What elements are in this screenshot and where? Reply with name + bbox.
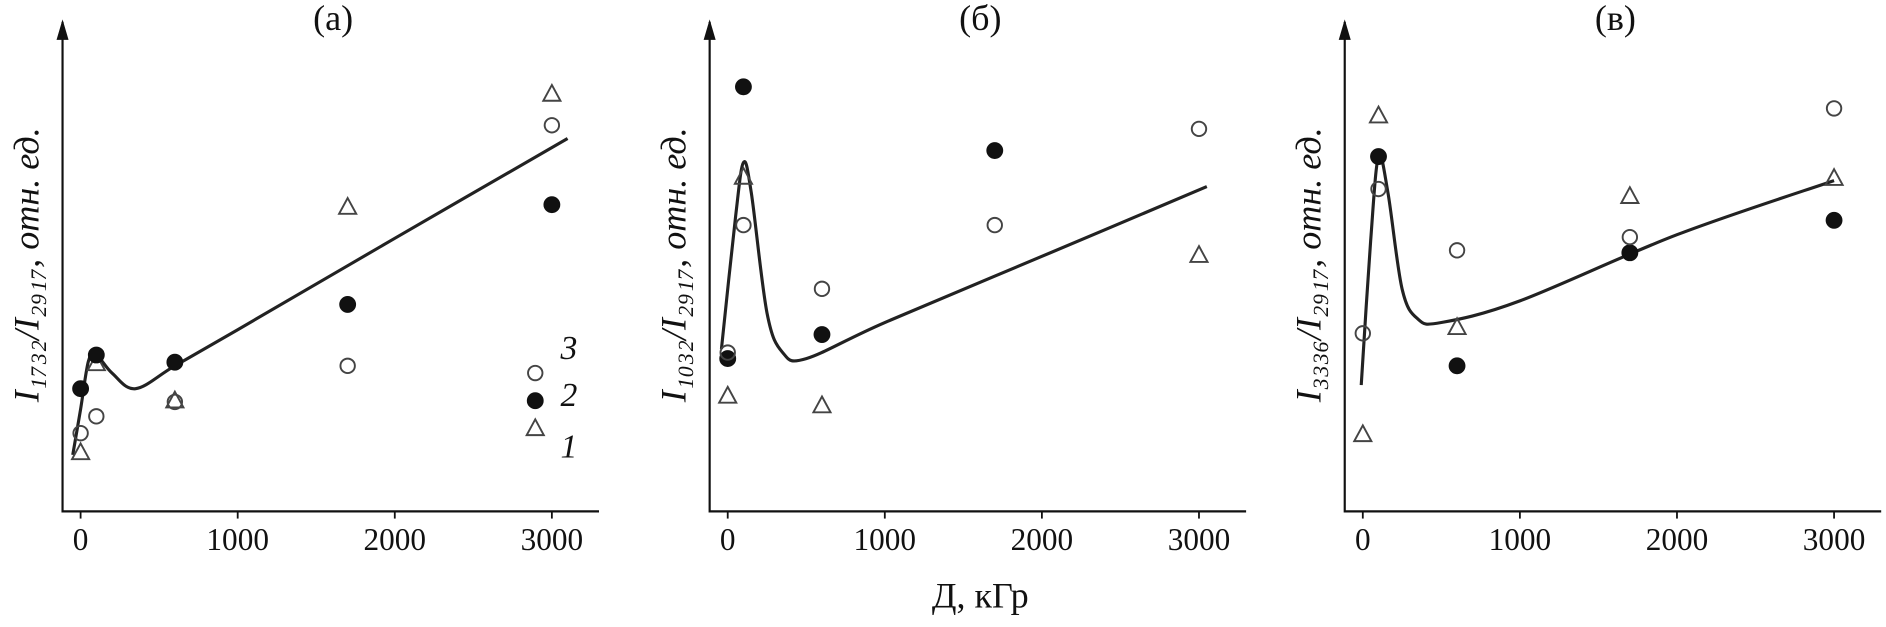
x-tick-label: 2000 [364, 522, 427, 557]
legend-label: 1 [561, 429, 578, 466]
panel-title: (в) [1595, 0, 1636, 38]
x-tick-label: 1000 [206, 522, 269, 557]
circle-marker [72, 425, 89, 442]
filled-circle-marker [166, 353, 184, 371]
circle-marker [735, 216, 752, 234]
circle-marker [543, 117, 561, 134]
circle-marker [719, 344, 736, 361]
filled-circle-marker [1370, 148, 1387, 165]
x-tick-label: 3000 [1803, 522, 1866, 557]
axes [708, 21, 1247, 513]
triangle-marker [717, 384, 738, 404]
circle-marker [527, 364, 544, 382]
triangle-marker [1446, 316, 1468, 336]
filled-circle-marker [1825, 211, 1843, 229]
y-axis-label: I₁₇₃₂/I₂₉₁₇, отн. ед. [6, 127, 46, 403]
panel-title: (б) [959, 0, 1001, 38]
x-tick-label: 3000 [1168, 522, 1231, 557]
circle-marker [1448, 242, 1466, 259]
triangle-marker [70, 441, 91, 461]
filled-circle-marker [719, 350, 737, 368]
panel-title: (a) [313, 0, 353, 38]
filled-circle-marker [813, 326, 831, 343]
filled-circle-marker [339, 296, 357, 313]
fit-curve [1359, 153, 1835, 386]
x-tick-label: 1000 [1489, 522, 1552, 557]
circle-marker [339, 357, 356, 375]
triangle-marker [1368, 104, 1389, 124]
circle-marker [986, 216, 1003, 234]
x-tick-label: 2000 [1011, 522, 1074, 557]
circle-marker [1354, 325, 1371, 342]
triangle-marker [525, 417, 546, 437]
x-tick-label: 3000 [521, 522, 584, 557]
fit-curve [71, 137, 569, 456]
y-axis-arrow [1338, 19, 1351, 40]
x-tick-label: 0 [73, 522, 89, 557]
triangle-marker [1823, 167, 1845, 186]
triangle-marker [337, 196, 358, 215]
circle-marker [1370, 180, 1387, 198]
circle-marker [1825, 100, 1843, 117]
triangle-marker [1619, 185, 1641, 204]
filled-circle-marker [1621, 244, 1639, 262]
legend-label: 2 [561, 377, 578, 414]
axes [1343, 21, 1882, 513]
y-axis-arrow [703, 19, 716, 40]
x-tick-label: 1000 [854, 522, 917, 557]
triangle-marker [541, 82, 563, 102]
x-tick-label: 0 [1355, 522, 1371, 557]
triangle-marker [164, 389, 186, 409]
triangle-marker [733, 165, 754, 185]
y-axis-label: I₃₃₃₆/I₂₉₁₇, отн. ед. [1289, 127, 1329, 403]
circle-marker [166, 393, 184, 411]
circle-marker [1621, 228, 1639, 246]
circle-marker [813, 280, 831, 298]
filled-circle-marker [986, 142, 1004, 159]
filled-circle-marker [72, 380, 90, 398]
fit-curve [719, 160, 1208, 363]
filled-circle-marker [735, 78, 752, 96]
y-axis-arrow [56, 19, 69, 40]
axes [61, 21, 599, 513]
triangle-marker [811, 394, 833, 414]
triangle-marker [1352, 423, 1373, 443]
legend-label: 3 [560, 330, 578, 367]
circle-marker [88, 408, 105, 425]
filled-circle-marker [526, 392, 544, 410]
x-tick-label: 2000 [1646, 522, 1709, 557]
filled-circle-marker [1448, 357, 1466, 375]
filled-circle-marker [543, 196, 561, 214]
circle-marker [1190, 120, 1208, 138]
triangle-marker [86, 352, 107, 372]
x-axis-label: Д, кГр [932, 575, 1029, 615]
x-tick-label: 0 [720, 522, 736, 557]
filled-circle-marker [87, 346, 105, 364]
triangle-marker [1188, 244, 1210, 263]
y-axis-label: I₁₀₃₂/I₂₉₁₇, отн. ед. [653, 127, 693, 403]
